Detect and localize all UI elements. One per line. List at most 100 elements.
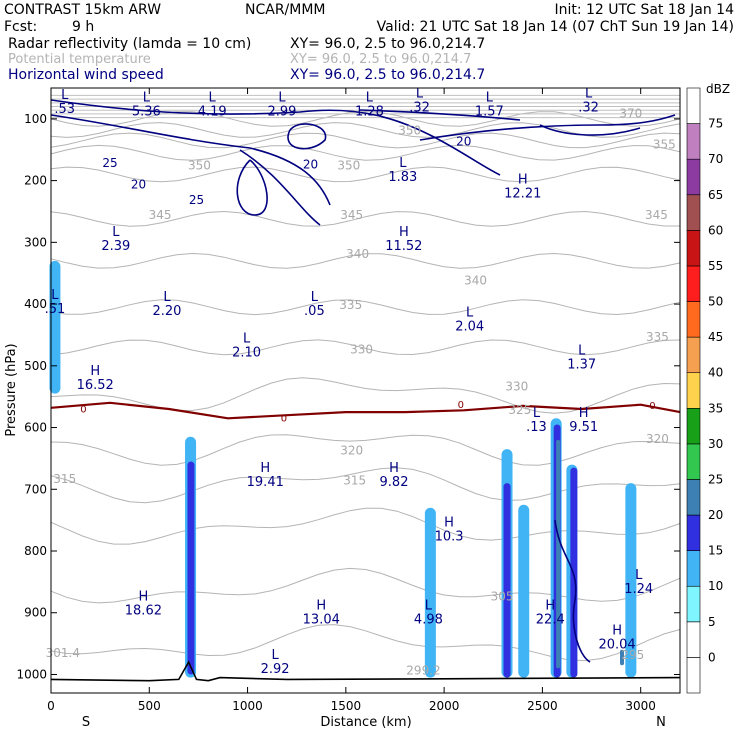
extremum-type: H xyxy=(316,599,326,614)
theta-label: 320 xyxy=(340,444,363,458)
wind-contour-line xyxy=(554,519,591,663)
theta-contour-line xyxy=(50,299,681,316)
extremum-type: H xyxy=(260,461,270,476)
model-name: CONTRAST 15km ARW xyxy=(4,2,161,18)
theta-label: 345 xyxy=(645,208,668,222)
theta-contour-line xyxy=(50,122,681,138)
theta-contour-line xyxy=(50,144,681,161)
colorbar-swatch xyxy=(686,514,701,551)
extremum-value: .13 xyxy=(526,420,547,435)
radar-echo-column xyxy=(625,483,637,678)
theta-contour-line xyxy=(50,339,681,356)
theta-label: 340 xyxy=(346,247,369,261)
x-tick-label: 2000 xyxy=(429,699,460,713)
extremum-type: L xyxy=(278,91,286,106)
extremum-value: 2.20 xyxy=(152,304,181,319)
extremum-type: H xyxy=(612,623,622,638)
colorbar-level-label: 25 xyxy=(708,472,723,486)
radar-echo-column xyxy=(620,649,625,666)
theta-contour-line xyxy=(50,210,680,227)
extremum-value: 2.39 xyxy=(101,239,130,254)
extremum-type: L xyxy=(51,288,59,303)
extremum-value: 10.3 xyxy=(435,529,464,544)
theta-label: 335 xyxy=(339,298,362,312)
extremum-type: L xyxy=(533,406,541,421)
extremum-value: .32 xyxy=(578,100,599,115)
extremum-type: L xyxy=(425,599,433,614)
wind-contour-line xyxy=(236,109,641,216)
y-tick-label: 200 xyxy=(24,174,47,188)
colorbar-swatch xyxy=(686,336,701,374)
wind-speed-contours xyxy=(50,99,681,682)
extremum-type: L xyxy=(416,86,424,101)
forecast-hour: 9 h xyxy=(72,19,94,35)
wind-contour-label: 25 xyxy=(102,156,117,170)
y-tick-label: 100 xyxy=(24,112,47,126)
extremum-type: H xyxy=(579,406,589,421)
theta-label: 330 xyxy=(505,380,528,394)
extremum-type: L xyxy=(578,344,586,359)
wind-contour-label: 25 xyxy=(189,193,204,207)
extremum-value: 1.28 xyxy=(355,105,384,120)
x-axis-label: Distance (km) xyxy=(320,715,411,730)
x-tick-label: 1500 xyxy=(331,699,362,713)
colorbar-swatch xyxy=(686,87,701,124)
colorbar-swatch xyxy=(686,621,701,658)
extremum-value: .51 xyxy=(45,302,66,317)
extremum-value: 9.82 xyxy=(380,475,409,490)
colorbar-swatch xyxy=(686,123,701,160)
colorbar-swatch xyxy=(686,443,701,480)
extremum-value: 13.04 xyxy=(303,613,340,628)
colorbar-swatch xyxy=(686,550,701,587)
theta-label: 370 xyxy=(619,107,642,121)
colorbar-swatch xyxy=(686,407,701,445)
colorbar-level-label: 30 xyxy=(708,437,723,451)
colorbar-level-label: 45 xyxy=(708,330,723,344)
colorbar-swatch xyxy=(686,194,701,231)
extremum-type: H xyxy=(138,589,148,604)
extremum-value: 1.57 xyxy=(475,105,504,120)
radar-echo-column xyxy=(518,504,530,678)
colorbar-level-label: 70 xyxy=(708,152,723,166)
extremum-type: L xyxy=(271,648,279,663)
colorbar-swatch xyxy=(686,657,701,694)
theta-label: 305 xyxy=(491,589,514,603)
extremum-type: H xyxy=(90,364,100,379)
extremum-type: L xyxy=(466,305,474,320)
colorbar-swatch xyxy=(686,479,701,516)
extremum-type: L xyxy=(61,88,69,103)
extremum-type: L xyxy=(243,331,251,346)
theta-label: 325 xyxy=(508,403,531,417)
wind-contour-label: 20 xyxy=(303,157,318,171)
y-tick-label: 600 xyxy=(24,421,47,435)
extremum-type: L xyxy=(399,156,407,171)
extremum-type: H xyxy=(518,173,528,188)
colorbar-level-label: 55 xyxy=(708,259,723,273)
wind-contour-label: 0 xyxy=(281,413,287,424)
theta-label: 355 xyxy=(653,138,676,152)
theta-label: 301.4 xyxy=(46,646,80,660)
extremum-value: 2.04 xyxy=(455,319,484,334)
extremum-type: L xyxy=(112,225,120,240)
wind-contour-label: 20 xyxy=(131,178,146,192)
field-name-reflectivity: Radar reflectivity (lamda = 10 cm) xyxy=(8,36,251,52)
extremum-value: 1.37 xyxy=(567,358,596,373)
radar-echo-column xyxy=(187,461,195,675)
theta-contour-line xyxy=(50,507,681,545)
field-name-theta: Potential temperature xyxy=(8,52,151,67)
theta-label: 350 xyxy=(398,123,421,137)
theta-contour-line xyxy=(50,624,681,662)
x-tick-label: 500 xyxy=(138,699,161,713)
extremum-value: 2.10 xyxy=(232,345,261,360)
wind-contour-line xyxy=(50,99,676,226)
extremum-value: 2.99 xyxy=(267,105,296,120)
theta-contour-line xyxy=(50,110,681,127)
wind-contour-label: 0 xyxy=(80,405,86,416)
plot-labels: 370 355 350 350 350 345 345 345 340 340 335 335 330 3… xyxy=(45,86,676,677)
extremum-value: 19.41 xyxy=(247,475,284,490)
x-tick-label: 0 xyxy=(47,699,55,713)
extremum-type: L xyxy=(585,86,593,101)
y-tick-label: 500 xyxy=(24,359,47,373)
init-time: Init: 12 UTC Sat 18 Jan 14 xyxy=(554,2,734,18)
